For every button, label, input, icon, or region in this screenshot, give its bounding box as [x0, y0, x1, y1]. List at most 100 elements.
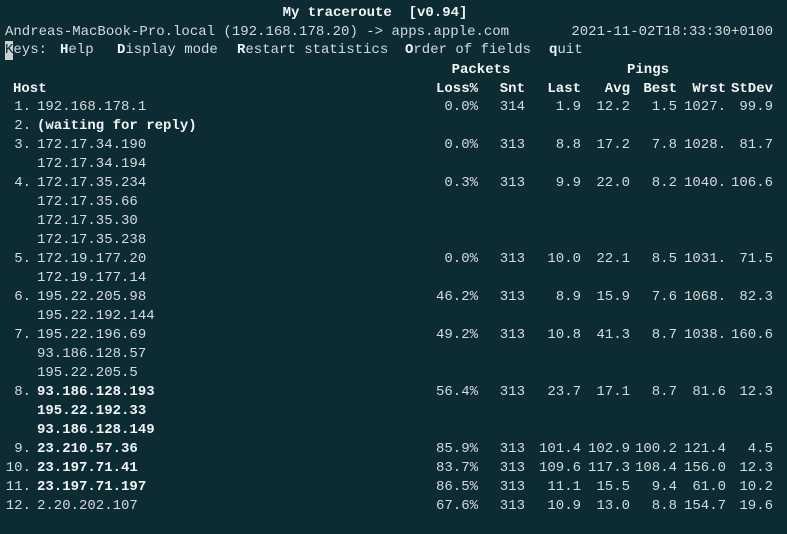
- key-text[interactable]: isplay mode: [125, 42, 218, 58]
- key-text[interactable]: elp: [68, 42, 94, 58]
- column-header: Wrst: [692, 81, 726, 97]
- stat: 313: [499, 137, 525, 153]
- host: 195.22.205.98: [37, 289, 147, 305]
- stat: 12.3: [739, 460, 773, 476]
- host: 23.197.71.41: [37, 460, 138, 476]
- stat: 11.1: [547, 479, 581, 495]
- stat: 313: [499, 327, 525, 343]
- stat: 7.8: [651, 137, 677, 153]
- stat: 156.0: [683, 460, 726, 476]
- host: 23.210.57.36: [37, 441, 138, 457]
- stat: 0.0%: [444, 137, 478, 153]
- host: 195.22.196.69: [37, 327, 147, 343]
- hop-number: 9.: [14, 441, 31, 457]
- host: 172.17.35.238: [37, 232, 147, 248]
- stat: 314: [499, 99, 525, 115]
- stat: 8.9: [555, 289, 581, 305]
- key-text[interactable]: rder of fields: [413, 42, 532, 58]
- key-text[interactable]: estart statistics: [245, 42, 389, 58]
- stat: 8.7: [651, 384, 677, 400]
- stat: 1027.: [683, 99, 726, 115]
- stat: 99.9: [739, 99, 773, 115]
- stat: 23.7: [547, 384, 581, 400]
- key-letter[interactable]: q: [549, 42, 558, 58]
- stat: 8.5: [651, 251, 677, 267]
- stat: 67.6%: [435, 498, 478, 514]
- host: 172.17.35.30: [37, 213, 138, 229]
- hop-number: 1.: [14, 99, 31, 115]
- stat: 83.7%: [435, 460, 478, 476]
- stat: 313: [499, 289, 525, 305]
- key-letter[interactable]: O: [405, 42, 414, 58]
- stat: 13.0: [596, 498, 630, 514]
- host: 172.17.34.190: [37, 137, 147, 153]
- stat: 1028.: [683, 137, 726, 153]
- stat: 313: [499, 441, 525, 457]
- stat: 154.7: [683, 498, 726, 514]
- host: 93.186.128.149: [37, 422, 155, 438]
- key-letter[interactable]: D: [117, 42, 126, 58]
- stat: 313: [499, 498, 525, 514]
- stat: 121.4: [683, 441, 726, 457]
- key-text[interactable]: uit: [557, 42, 583, 58]
- stat: 10.2: [739, 479, 773, 495]
- keys-label: eys:: [13, 42, 47, 58]
- stat: 160.6: [730, 327, 773, 343]
- stat: 117.3: [587, 460, 630, 476]
- stat: 12.3: [739, 384, 773, 400]
- host: 195.22.192.144: [37, 308, 155, 324]
- hop-number: 10.: [5, 460, 31, 476]
- column-header: Best: [643, 81, 677, 97]
- stat: 49.2%: [435, 327, 478, 343]
- stat: 101.4: [538, 441, 581, 457]
- host: 192.168.178.1: [37, 99, 147, 115]
- stat: 10.9: [547, 498, 581, 514]
- host: 172.17.34.194: [37, 156, 147, 172]
- stat: 7.6: [651, 289, 677, 305]
- host: 2.20.202.107: [37, 498, 138, 514]
- stat: 17.2: [596, 137, 630, 153]
- column-header: Avg: [604, 81, 630, 97]
- key-letter[interactable]: H: [60, 42, 69, 58]
- host: 195.22.192.33: [37, 403, 147, 419]
- stat: 86.5%: [435, 479, 478, 495]
- stat: 9.9: [555, 175, 581, 191]
- stat: 0.0%: [444, 99, 478, 115]
- key-letter[interactable]: R: [237, 42, 246, 58]
- stat: 41.3: [596, 327, 630, 343]
- hop-number: 5.: [14, 251, 31, 267]
- hop-number: 12.: [5, 498, 31, 514]
- stat: 46.2%: [435, 289, 478, 305]
- column-header: Loss%: [435, 81, 478, 97]
- stat: 4.5: [747, 441, 773, 457]
- host-header: Host: [13, 81, 47, 97]
- stat: 85.9%: [435, 441, 478, 457]
- stat: 109.6: [538, 460, 581, 476]
- host: 195.22.205.5: [37, 365, 138, 381]
- stat: 12.2: [596, 99, 630, 115]
- hop-number: 8.: [14, 384, 31, 400]
- stat: 106.6: [730, 175, 773, 191]
- stat: 1068.: [683, 289, 726, 305]
- stat: 19.6: [739, 498, 773, 514]
- host: 93.186.128.57: [37, 346, 147, 362]
- title: My traceroute [v0.94]: [282, 5, 468, 21]
- route: Andreas-MacBook-Pro.local (192.168.178.2…: [5, 24, 510, 40]
- stat: 22.1: [596, 251, 630, 267]
- group-header: Pings: [626, 62, 670, 78]
- host: 172.19.177.20: [37, 251, 147, 267]
- stat: 61.0: [692, 479, 726, 495]
- stat: 15.9: [596, 289, 630, 305]
- stat: 1.5: [651, 99, 677, 115]
- column-header: Last: [547, 81, 581, 97]
- stat: 8.8: [555, 137, 581, 153]
- host: 93.186.128.193: [37, 384, 155, 400]
- stat: 1.9: [555, 99, 581, 115]
- stat: 8.8: [651, 498, 677, 514]
- key-cursor: K: [5, 41, 14, 60]
- stat: 313: [499, 460, 525, 476]
- hop-number: 11.: [5, 479, 31, 495]
- stat: 71.5: [739, 251, 773, 267]
- stat: 102.9: [587, 441, 630, 457]
